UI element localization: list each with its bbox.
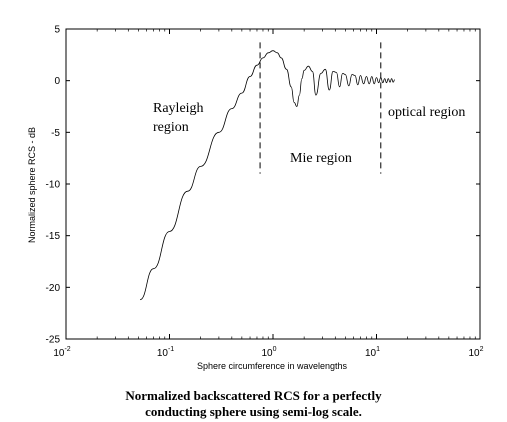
region-label-rayleigh-2: region [153,120,189,135]
caption-line-2: conducting sphere using semi-log scale. [145,404,362,419]
region-label-optical: optical region [388,105,465,120]
caption-line-1: Normalized backscattered RCS for a perfe… [125,388,382,403]
x-tick-label: 10-1 [157,346,174,359]
y-tick-label: -10 [46,180,61,191]
x-tick-label: 101 [365,346,380,359]
x-axis-title: Sphere circumference in wavelengths [197,361,348,371]
y-axis-title: Normalized sphere RCS - dB [27,127,37,243]
plot-frame [65,28,481,340]
y-tick-label: 5 [54,25,60,36]
x-tick-label: 100 [261,346,276,359]
x-tick-label: 102 [468,346,483,359]
region-label-mie: Mie region [290,151,352,166]
region-label-rayleigh-1: Rayleigh [153,101,204,116]
y-tick-label: -15 [46,231,61,242]
x-tick-label: 10-2 [53,346,70,359]
y-tick-label: -5 [51,128,60,139]
y-tick-label: -25 [46,335,61,346]
x-axis-ticks: 10-2 10-1 100 101 102 [53,29,484,359]
figure-caption: Normalized backscattered RCS for a perfe… [0,388,507,420]
region-dividers [259,42,382,174]
y-tick-label: -20 [46,283,61,294]
rcs-series-line [139,50,395,301]
y-tick-label: 0 [54,76,60,87]
y-axis-ticks: 5 0 -5 -10 -15 -20 -25 [46,25,480,346]
